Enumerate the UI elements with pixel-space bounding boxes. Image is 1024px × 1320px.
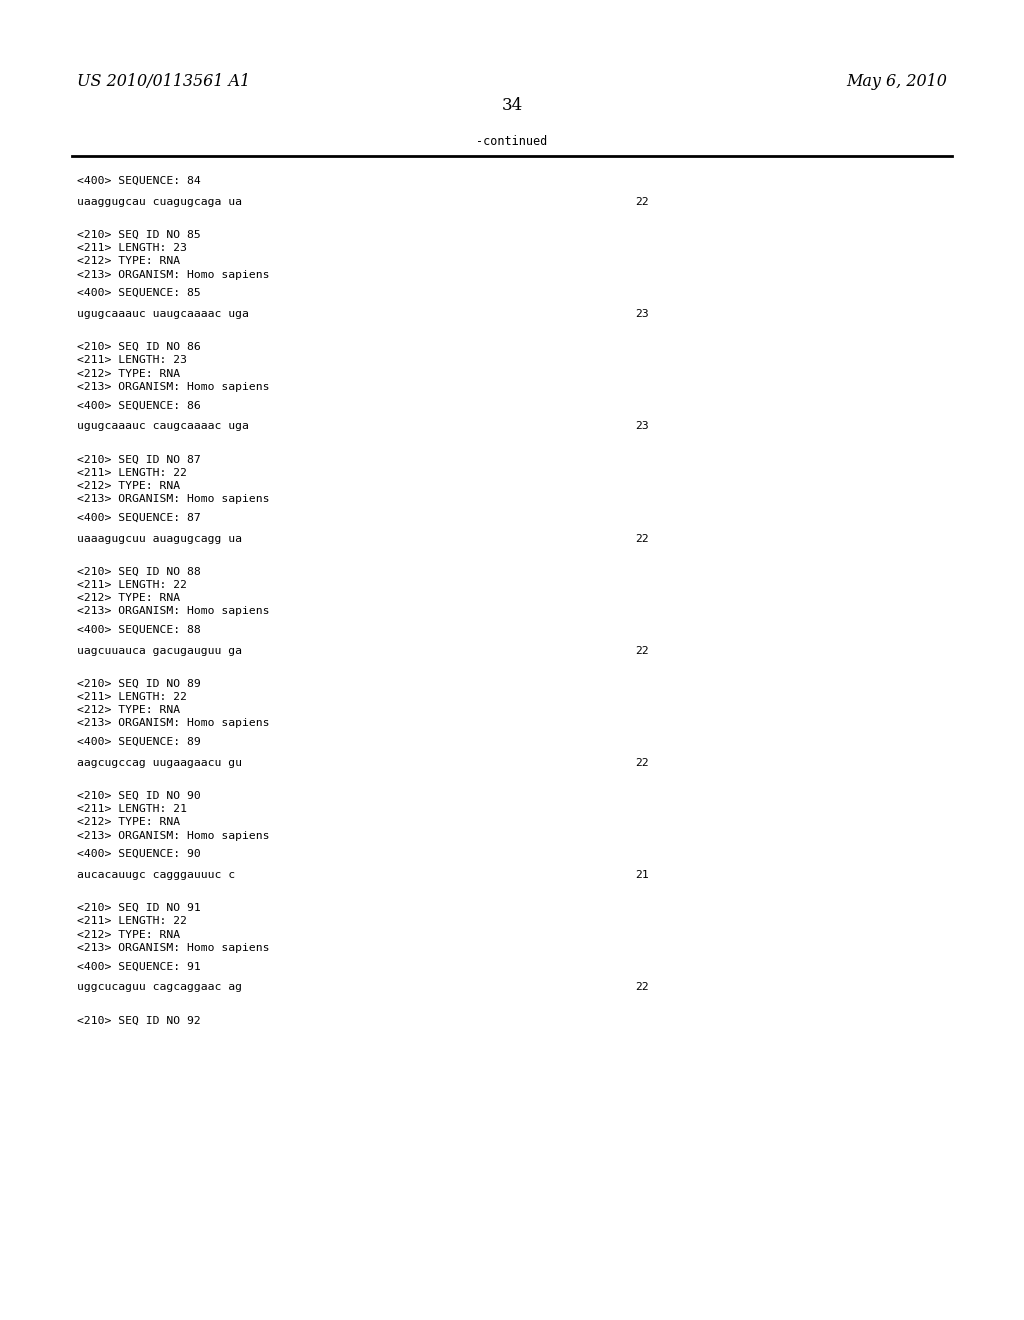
Text: <211> LENGTH: 21: <211> LENGTH: 21 — [77, 804, 186, 814]
Text: <211> LENGTH: 22: <211> LENGTH: 22 — [77, 692, 186, 702]
Text: ugugcaaauc uaugcaaaac uga: ugugcaaauc uaugcaaaac uga — [77, 309, 249, 319]
Text: <212> TYPE: RNA: <212> TYPE: RNA — [77, 817, 180, 828]
Text: <400> SEQUENCE: 88: <400> SEQUENCE: 88 — [77, 624, 201, 635]
Text: uagcuuauca gacugauguu ga: uagcuuauca gacugauguu ga — [77, 645, 242, 656]
Text: <210> SEQ ID NO 90: <210> SEQ ID NO 90 — [77, 791, 201, 801]
Text: uaaggugcau cuagugcaga ua: uaaggugcau cuagugcaga ua — [77, 197, 242, 207]
Text: <213> ORGANISM: Homo sapiens: <213> ORGANISM: Homo sapiens — [77, 718, 269, 729]
Text: <210> SEQ ID NO 92: <210> SEQ ID NO 92 — [77, 1015, 201, 1026]
Text: -continued: -continued — [476, 135, 548, 148]
Text: <213> ORGANISM: Homo sapiens: <213> ORGANISM: Homo sapiens — [77, 606, 269, 616]
Text: <212> TYPE: RNA: <212> TYPE: RNA — [77, 256, 180, 267]
Text: 21: 21 — [635, 870, 648, 880]
Text: <211> LENGTH: 22: <211> LENGTH: 22 — [77, 467, 186, 478]
Text: <400> SEQUENCE: 91: <400> SEQUENCE: 91 — [77, 961, 201, 972]
Text: <211> LENGTH: 23: <211> LENGTH: 23 — [77, 355, 186, 366]
Text: 23: 23 — [635, 309, 648, 319]
Text: 22: 22 — [635, 533, 648, 544]
Text: 22: 22 — [635, 197, 648, 207]
Text: uaaagugcuu auagugcagg ua: uaaagugcuu auagugcagg ua — [77, 533, 242, 544]
Text: <400> SEQUENCE: 85: <400> SEQUENCE: 85 — [77, 288, 201, 298]
Text: <210> SEQ ID NO 87: <210> SEQ ID NO 87 — [77, 454, 201, 465]
Text: <210> SEQ ID NO 91: <210> SEQ ID NO 91 — [77, 903, 201, 913]
Text: <211> LENGTH: 22: <211> LENGTH: 22 — [77, 916, 186, 927]
Text: <212> TYPE: RNA: <212> TYPE: RNA — [77, 593, 180, 603]
Text: <213> ORGANISM: Homo sapiens: <213> ORGANISM: Homo sapiens — [77, 830, 269, 841]
Text: <400> SEQUENCE: 89: <400> SEQUENCE: 89 — [77, 737, 201, 747]
Text: <210> SEQ ID NO 88: <210> SEQ ID NO 88 — [77, 566, 201, 577]
Text: <213> ORGANISM: Homo sapiens: <213> ORGANISM: Homo sapiens — [77, 494, 269, 504]
Text: May 6, 2010: May 6, 2010 — [846, 74, 947, 90]
Text: 22: 22 — [635, 645, 648, 656]
Text: 22: 22 — [635, 982, 648, 993]
Text: <400> SEQUENCE: 87: <400> SEQUENCE: 87 — [77, 512, 201, 523]
Text: ugugcaaauc caugcaaaac uga: ugugcaaauc caugcaaaac uga — [77, 421, 249, 432]
Text: <212> TYPE: RNA: <212> TYPE: RNA — [77, 929, 180, 940]
Text: uggcucaguu cagcaggaac ag: uggcucaguu cagcaggaac ag — [77, 982, 242, 993]
Text: <400> SEQUENCE: 86: <400> SEQUENCE: 86 — [77, 400, 201, 411]
Text: US 2010/0113561 A1: US 2010/0113561 A1 — [77, 74, 250, 90]
Text: <213> ORGANISM: Homo sapiens: <213> ORGANISM: Homo sapiens — [77, 381, 269, 392]
Text: aagcugccag uugaagaacu gu: aagcugccag uugaagaacu gu — [77, 758, 242, 768]
Text: <211> LENGTH: 23: <211> LENGTH: 23 — [77, 243, 186, 253]
Text: <213> ORGANISM: Homo sapiens: <213> ORGANISM: Homo sapiens — [77, 942, 269, 953]
Text: <212> TYPE: RNA: <212> TYPE: RNA — [77, 705, 180, 715]
Text: <210> SEQ ID NO 86: <210> SEQ ID NO 86 — [77, 342, 201, 352]
Text: <212> TYPE: RNA: <212> TYPE: RNA — [77, 368, 180, 379]
Text: 34: 34 — [502, 98, 522, 114]
Text: <210> SEQ ID NO 85: <210> SEQ ID NO 85 — [77, 230, 201, 240]
Text: <213> ORGANISM: Homo sapiens: <213> ORGANISM: Homo sapiens — [77, 269, 269, 280]
Text: <400> SEQUENCE: 84: <400> SEQUENCE: 84 — [77, 176, 201, 186]
Text: 23: 23 — [635, 421, 648, 432]
Text: <400> SEQUENCE: 90: <400> SEQUENCE: 90 — [77, 849, 201, 859]
Text: aucacauugc cagggauuuc c: aucacauugc cagggauuuc c — [77, 870, 234, 880]
Text: <210> SEQ ID NO 89: <210> SEQ ID NO 89 — [77, 678, 201, 689]
Text: <212> TYPE: RNA: <212> TYPE: RNA — [77, 480, 180, 491]
Text: 22: 22 — [635, 758, 648, 768]
Text: <211> LENGTH: 22: <211> LENGTH: 22 — [77, 579, 186, 590]
